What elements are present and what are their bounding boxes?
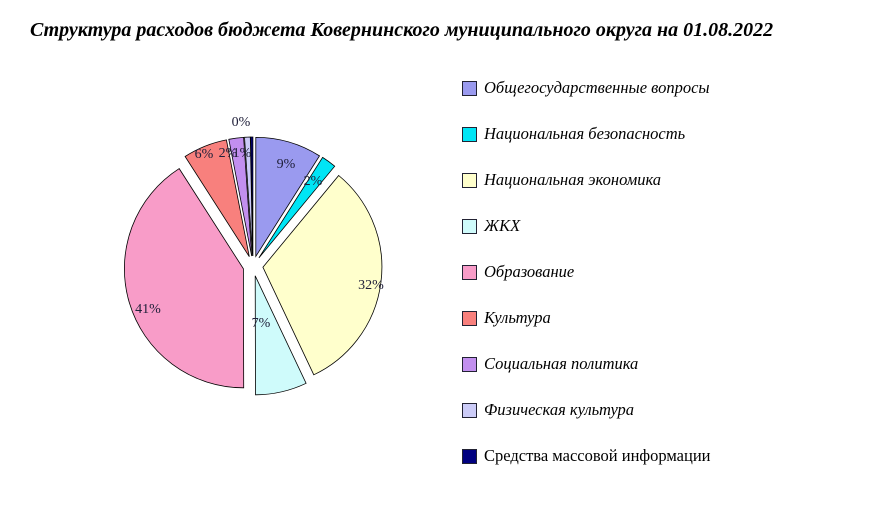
legend-label: Культура — [484, 308, 551, 327]
legend-swatch — [462, 264, 477, 280]
legend-label: Национальная безопасность — [484, 124, 686, 143]
chart-title: Структура расходов бюджета Ковернинского… — [30, 19, 774, 41]
pie-slice — [262, 174, 383, 376]
slice-percent-label: 32% — [358, 278, 384, 293]
legend-swatch — [462, 310, 477, 326]
legend-swatch — [462, 126, 477, 142]
pie-slice — [254, 275, 307, 396]
legend-item-8: Физическая культура — [462, 387, 711, 433]
legend-item-7: Социальная политика — [462, 341, 711, 387]
slice-percent-label: 2% — [219, 146, 238, 161]
legend: Общегосударственные вопросы Национальная… — [462, 65, 711, 479]
legend-label: Физическая культура — [484, 400, 635, 419]
legend-label: Национальная экономика — [484, 170, 662, 189]
legend-item-4: ЖКХ — [462, 203, 711, 249]
legend-swatch — [462, 80, 477, 96]
legend-swatch — [462, 402, 477, 418]
legend-label: Образование — [484, 262, 575, 281]
legend-item-2: Национальная безопасность — [462, 111, 711, 157]
legend-item-9: Средства массовой информации — [462, 433, 711, 479]
pie-slice — [244, 136, 253, 257]
pie-slice — [258, 156, 336, 259]
pie-slice — [124, 168, 245, 389]
slice-percent-label: 0% — [232, 115, 251, 130]
pie-slice — [184, 139, 250, 257]
legend-label: ЖКХ — [484, 216, 521, 235]
slice-percent-label: 9% — [277, 157, 296, 172]
pie-chart: 9%2%32%7%41%6% 2%1%0% — [124, 115, 384, 396]
slice-percent-label: 1% — [233, 146, 252, 161]
legend-item-3: Национальная экономика — [462, 157, 711, 203]
legend-label: Социальная политика — [484, 354, 639, 373]
slice-percent-label: 6% — [195, 147, 214, 162]
legend-label: Общегосударственные вопросы — [484, 78, 710, 97]
slice-percent-label: 41% — [135, 302, 161, 317]
legend-swatch — [462, 356, 477, 372]
slice-percent-label: 7% — [252, 316, 271, 331]
legend-label: Средства массовой информации — [484, 446, 711, 465]
legend-item-6: Культура — [462, 295, 711, 341]
legend-swatch — [462, 218, 477, 234]
pie-slice — [255, 136, 321, 258]
pie-slice — [228, 136, 253, 257]
legend-item-5: Образование — [462, 249, 711, 295]
slice-percent-label: 2% — [304, 174, 323, 189]
legend-swatch — [462, 448, 477, 464]
legend-swatch — [462, 172, 477, 188]
pie-slice — [250, 136, 254, 257]
legend-item-1: Общегосударственные вопросы — [462, 65, 711, 111]
